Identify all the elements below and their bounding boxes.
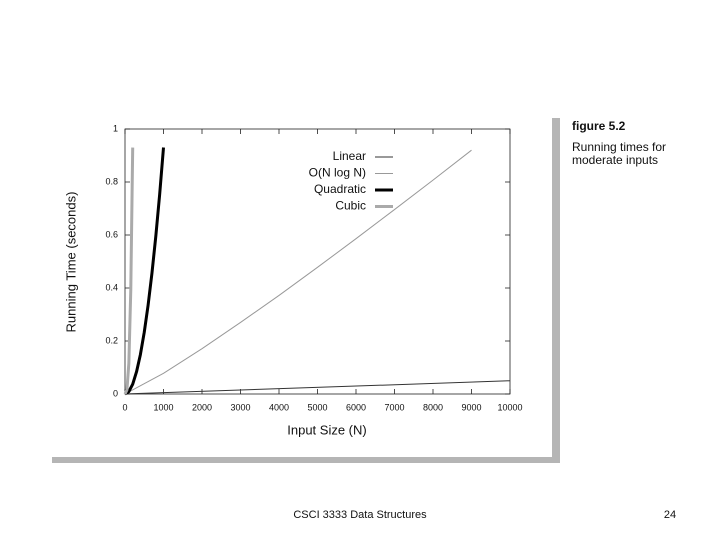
panel-shadow-right [552,118,560,463]
y-tick-label: 0.2 [105,335,118,345]
x-tick-label: 10000 [497,402,522,412]
x-tick-label: 8000 [423,402,443,412]
series-line [123,147,135,395]
x-tick-label: 4000 [269,402,289,412]
x-tick-label: 1000 [153,402,173,412]
x-tick-label: 7000 [384,402,404,412]
caption-line: moderate inputs [572,153,658,167]
x-tick-label: 0 [122,402,127,412]
legend-label: Cubic [335,199,366,213]
legend-label: Linear [333,149,366,163]
y-tick-label: 0 [113,388,118,398]
series-line [124,149,472,395]
y-tick-label: 0.4 [105,282,118,292]
y-tick-label: 0.6 [105,229,118,239]
x-tick-label: 6000 [346,402,366,412]
y-tick-label: 0.8 [105,176,118,186]
legend-label: O(N log N) [309,166,366,180]
x-tick-label: 9000 [461,402,481,412]
caption-line: Running times for [572,140,666,154]
x-tick-label: 5000 [307,402,327,412]
x-tick-label: 3000 [230,402,250,412]
series-line [124,147,165,396]
x-axis-title: Input Size (N) [287,422,366,437]
series-line [124,380,511,395]
figure-label: figure 5.2 [572,119,626,133]
legend-label: Quadratic [314,182,366,196]
y-tick-label: 1 [113,123,118,133]
y-axis-title: Running Time (seconds) [63,192,78,333]
x-tick-label: 2000 [192,402,212,412]
footer-page: 24 [664,509,676,521]
footer-course: CSCI 3333 Data Structures [293,509,427,521]
panel-shadow-bottom [52,457,560,463]
